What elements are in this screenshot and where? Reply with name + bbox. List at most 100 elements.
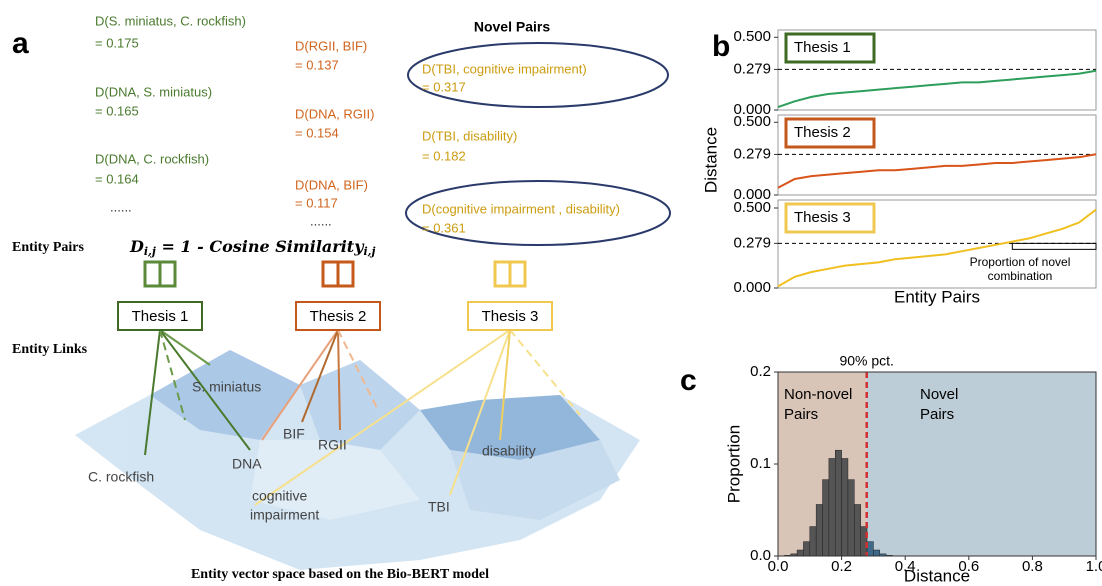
y-tick-label: 0.279 bbox=[733, 234, 771, 251]
legend-box bbox=[784, 32, 876, 64]
pair-text: D(TBI, disability) bbox=[422, 128, 517, 143]
bar bbox=[860, 526, 868, 557]
legend-label: Thesis 3 bbox=[794, 209, 851, 226]
bar bbox=[803, 541, 811, 557]
bar bbox=[834, 449, 842, 557]
threshold-label: 90% pct. bbox=[839, 353, 893, 369]
pair-text: = 0.361 bbox=[422, 220, 466, 235]
thesis-box bbox=[467, 301, 553, 331]
bar bbox=[854, 504, 861, 557]
pair-text: = 0.182 bbox=[422, 148, 466, 163]
pair-text: D(DNA, C. rockfish) bbox=[95, 151, 209, 166]
bar bbox=[822, 479, 830, 557]
y-tick-label: 0.279 bbox=[733, 60, 771, 77]
thesis-label: Thesis 2 bbox=[310, 308, 367, 325]
node-label: impairment bbox=[250, 507, 319, 523]
pair-text: = 0.317 bbox=[422, 79, 466, 94]
thesis-box bbox=[117, 301, 203, 331]
bar bbox=[796, 549, 804, 557]
pair-text: = 0.137 bbox=[295, 57, 339, 72]
node-label: TBI bbox=[428, 499, 450, 515]
pair-text: = 0.154 bbox=[295, 125, 339, 140]
region-label: Pairs bbox=[784, 406, 818, 423]
pair-text: D(DNA, BIF) bbox=[295, 177, 368, 192]
thesis-label: Thesis 1 bbox=[132, 308, 189, 325]
node-label: C. rockfish bbox=[88, 469, 154, 485]
pair-text: = 0.117 bbox=[295, 195, 338, 210]
legend-label: Thesis 1 bbox=[794, 39, 851, 56]
pair-text: D(TBI, cognitive impairment) bbox=[422, 61, 587, 76]
y-axis-label: Proportion bbox=[724, 425, 743, 503]
bar bbox=[841, 458, 849, 557]
y-tick-label: 0.1 bbox=[750, 455, 771, 472]
y-tick-label: 0.500 bbox=[733, 28, 771, 45]
y-tick-label: 0.279 bbox=[733, 145, 771, 162]
region-label: Non-novel bbox=[784, 386, 852, 403]
node-label: DNA bbox=[232, 456, 262, 472]
pair-text: D(DNA, S. miniatus) bbox=[95, 84, 212, 99]
thesis-box bbox=[295, 301, 381, 331]
surface bbox=[75, 350, 640, 570]
pair-text: D(RGII, BIF) bbox=[295, 38, 367, 53]
y-tick-label: 0.000 bbox=[733, 186, 771, 203]
y-tick-label: 0.500 bbox=[733, 113, 771, 130]
node-label: cognitive bbox=[252, 488, 307, 504]
region-label: Pairs bbox=[920, 406, 954, 423]
pair-text: = 0.175 bbox=[95, 35, 139, 50]
row-label: Entity Links bbox=[12, 342, 88, 357]
panel-letter: b bbox=[712, 30, 730, 63]
bar bbox=[873, 549, 881, 557]
node-label: S. miniatus bbox=[192, 379, 261, 395]
node-label: RGII bbox=[318, 437, 347, 453]
y-tick-label: 0.2 bbox=[750, 363, 771, 380]
thesis-label: Thesis 3 bbox=[482, 308, 539, 325]
x-axis-label: Distance bbox=[904, 566, 970, 585]
x-tick-label: 0.0 bbox=[768, 558, 789, 575]
x-tick-label: 0.4 bbox=[895, 558, 916, 575]
pair-text: = 0.165 bbox=[95, 103, 139, 118]
y-tick-label: 0.000 bbox=[733, 101, 771, 118]
caption: Entity vector space based on the Bio-BER… bbox=[191, 567, 489, 582]
node-label: BIF bbox=[283, 426, 305, 442]
pair-text: D(cognitive impairment , disability) bbox=[422, 201, 620, 216]
y-tick-label: 0.500 bbox=[733, 199, 771, 216]
y-axis-label: Distance bbox=[701, 127, 720, 193]
links bbox=[144, 329, 581, 506]
book-icons bbox=[143, 260, 527, 288]
ellipsis: ...... bbox=[110, 199, 132, 214]
pair-text: = 0.164 bbox=[95, 171, 139, 186]
y-tick-label: 0.0 bbox=[750, 547, 771, 564]
formula-part: D bbox=[129, 237, 144, 256]
pair-text: D(DNA, RGII) bbox=[295, 106, 374, 121]
annotation-bracket bbox=[1011, 242, 1097, 250]
panel-letter: a bbox=[12, 27, 29, 60]
x-tick-label: 1.0 bbox=[1086, 558, 1102, 575]
line bbox=[777, 208, 1097, 288]
formula: Di,j = 1 - Cosine Similarityi,j bbox=[129, 237, 376, 259]
bar bbox=[815, 504, 823, 557]
bar bbox=[866, 541, 874, 557]
pair-text: D(S. miniatus, C. rockfish) bbox=[95, 13, 246, 28]
legend-box bbox=[784, 117, 876, 149]
annotation: Proportion of novel bbox=[970, 255, 1071, 269]
y-tick-label: 0.000 bbox=[733, 279, 771, 296]
novel-title: Novel Pairs bbox=[474, 19, 550, 35]
novel-ellipse bbox=[405, 180, 671, 246]
legend-label: Thesis 2 bbox=[794, 124, 851, 141]
x-tick-label: 0.8 bbox=[1022, 558, 1043, 575]
bar bbox=[847, 479, 855, 557]
formula-part: i,j bbox=[144, 245, 156, 258]
row-label: Entity Pairs bbox=[12, 240, 84, 255]
line bbox=[777, 153, 1097, 189]
x-tick-label: 0.6 bbox=[958, 558, 979, 575]
legend-box bbox=[784, 202, 876, 234]
novel-ellipse bbox=[407, 42, 669, 108]
panel-letter: c bbox=[680, 364, 697, 397]
plot-frame bbox=[777, 29, 1097, 111]
x-axis-label: Entity Pairs bbox=[894, 287, 980, 306]
node-label: disability bbox=[482, 443, 536, 459]
formula-part: = 1 - Cosine Similarity bbox=[156, 237, 365, 256]
x-tick-label: 0.2 bbox=[831, 558, 852, 575]
annotation: combination bbox=[988, 269, 1053, 283]
